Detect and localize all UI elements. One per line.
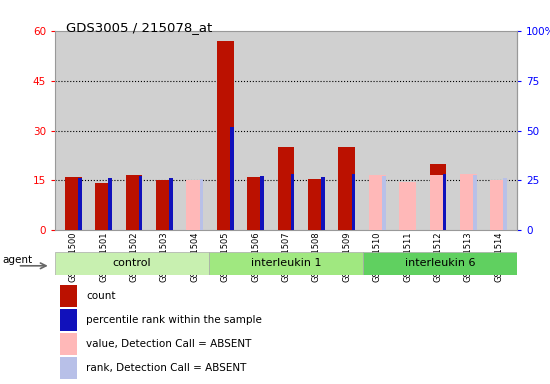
Bar [95, 183, 112, 230]
Bar [363, 252, 517, 275]
Text: interleukin 6: interleukin 6 [405, 258, 475, 268]
Bar [200, 179, 203, 230]
Bar [308, 179, 324, 230]
Text: count: count [86, 291, 116, 301]
Bar [291, 174, 294, 230]
Bar [230, 127, 234, 230]
Bar [65, 177, 81, 230]
Text: control: control [113, 258, 151, 268]
Bar [169, 179, 173, 230]
Bar [156, 180, 173, 230]
Bar [491, 180, 507, 230]
Bar [108, 179, 112, 230]
Text: rank, Detection Call = ABSENT: rank, Detection Call = ABSENT [86, 363, 247, 373]
Bar [503, 179, 507, 230]
Text: agent: agent [3, 255, 33, 265]
Bar [430, 175, 447, 230]
Bar [260, 177, 264, 230]
Bar [186, 180, 203, 230]
Bar [125, 175, 142, 230]
Bar [430, 164, 447, 230]
Bar [369, 175, 386, 230]
Bar [321, 177, 324, 230]
Bar [248, 177, 264, 230]
Bar [60, 309, 77, 331]
Text: value, Detection Call = ABSENT: value, Detection Call = ABSENT [86, 339, 252, 349]
Bar [382, 177, 386, 230]
Text: GDS3005 / 215078_at: GDS3005 / 215078_at [66, 21, 212, 34]
Bar [351, 174, 355, 230]
Bar [399, 182, 416, 230]
Bar [139, 177, 142, 230]
Text: percentile rank within the sample: percentile rank within the sample [86, 315, 262, 325]
Bar [60, 285, 77, 307]
Bar [60, 333, 77, 355]
Bar [460, 174, 477, 230]
Bar [443, 174, 447, 230]
Bar [60, 357, 77, 379]
Bar [338, 147, 355, 230]
Bar [55, 252, 209, 275]
Bar [217, 41, 234, 230]
Text: interleukin 1: interleukin 1 [251, 258, 321, 268]
Bar [78, 179, 81, 230]
Bar [278, 147, 294, 230]
Bar [473, 175, 477, 230]
Bar [209, 252, 363, 275]
